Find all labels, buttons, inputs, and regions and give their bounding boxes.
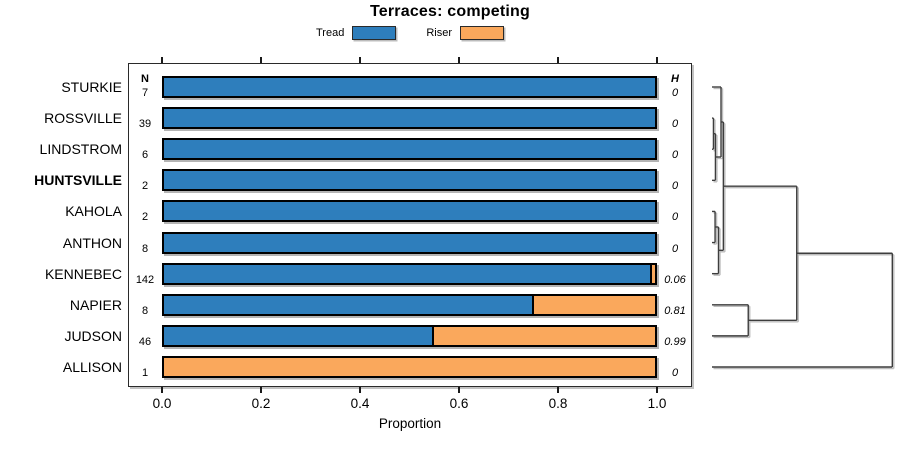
bar-segment-tread <box>164 326 432 345</box>
x-tick-bottom <box>161 387 163 393</box>
bar-segment-tread <box>164 78 655 96</box>
legend-swatch-tread <box>352 26 397 40</box>
n-value: 8 <box>141 304 149 317</box>
bar-segment-riser <box>650 264 655 283</box>
x-tick-top <box>161 57 163 63</box>
h-value: 0 <box>671 366 679 379</box>
x-tick-bottom <box>458 387 460 393</box>
bar-segment-riser <box>431 326 655 345</box>
h-value: 0.06 <box>664 273 686 286</box>
x-tick-label: 0.4 <box>350 396 370 411</box>
x-tick-label: 0.6 <box>449 396 469 411</box>
n-value: 2 <box>141 211 149 224</box>
x-tick-label: 0.2 <box>251 396 271 411</box>
x-tick-top <box>359 57 361 63</box>
row-label-lindstrom: LINDSTROM <box>39 141 122 158</box>
x-tick-label: 1.0 <box>647 396 667 411</box>
row-label-napier: NAPIER <box>69 296 122 313</box>
bar-segment-riser <box>532 295 655 314</box>
bar-kennebec <box>162 262 657 285</box>
bar-allison <box>162 355 657 378</box>
row-label-kennebec: KENNEBEC <box>44 265 122 282</box>
row-label-sturkie: STURKIE <box>61 79 122 95</box>
bar-kahola <box>162 200 657 223</box>
bar-segment-tread <box>164 233 655 252</box>
legend-item-tread: Tread <box>316 26 397 40</box>
x-tick-bottom <box>359 387 361 393</box>
bar-anthon <box>162 231 657 254</box>
legend: Tread Riser <box>128 24 692 42</box>
n-column-header: N <box>141 73 149 85</box>
legend-label-tread: Tread <box>316 27 345 39</box>
x-tick-bottom <box>656 387 658 393</box>
x-tick-bottom <box>260 387 262 393</box>
h-value: 0.81 <box>664 304 686 317</box>
n-value: 142 <box>135 273 155 286</box>
row-label-judson: JUDSON <box>64 327 122 344</box>
x-tick-label: 0.8 <box>548 396 568 411</box>
n-value: 7 <box>141 87 149 99</box>
bar-segment-tread <box>164 140 655 159</box>
bar-huntsville <box>162 169 657 192</box>
x-tick-top <box>260 57 262 63</box>
legend-item-riser: Riser <box>426 26 504 40</box>
x-tick-bottom <box>557 387 559 393</box>
bar-rossville <box>162 107 657 130</box>
n-value: 39 <box>138 118 152 131</box>
plot-area <box>128 63 692 387</box>
chart-title: Terraces: competing <box>370 3 530 20</box>
n-value: 46 <box>138 335 152 348</box>
bar-segment-tread <box>164 109 655 128</box>
h-value: 0 <box>671 180 679 193</box>
bar-lindstrom <box>162 138 657 161</box>
h-value: 0 <box>671 242 679 255</box>
row-label-anthon: ANTHON <box>62 234 122 251</box>
row-label-rossville: ROSSVILLE <box>44 110 122 127</box>
h-value: 0 <box>671 149 679 162</box>
row-label-huntsville: HUNTSVILLE <box>34 172 122 189</box>
n-value: 6 <box>141 149 149 162</box>
bar-judson <box>162 324 657 347</box>
legend-swatch-riser <box>460 26 504 40</box>
bar-segment-tread <box>164 171 655 190</box>
bar-segment-tread <box>164 264 651 283</box>
bar-segment-tread <box>164 202 655 221</box>
h-value: 0 <box>671 87 679 99</box>
x-tick-top <box>458 57 460 63</box>
bar-sturkie <box>162 76 657 98</box>
legend-label-riser: Riser <box>426 27 452 39</box>
bar-napier <box>162 293 657 316</box>
n-value: 2 <box>141 180 149 193</box>
h-value: 0 <box>671 211 679 224</box>
x-axis-label: Proportion <box>378 416 442 431</box>
h-column-header: H <box>671 73 679 85</box>
n-value: 1 <box>141 366 149 379</box>
x-tick-label: 0.0 <box>152 396 172 411</box>
row-label-kahola: KAHOLA <box>65 203 122 220</box>
h-value: 0 <box>671 118 679 131</box>
row-label-allison: ALLISON <box>62 358 122 375</box>
bar-segment-riser <box>164 357 655 376</box>
n-value: 8 <box>141 242 149 255</box>
h-value: 0.99 <box>664 335 686 348</box>
x-tick-top <box>656 57 658 63</box>
bar-segment-tread <box>164 295 533 314</box>
x-tick-top <box>557 57 559 63</box>
